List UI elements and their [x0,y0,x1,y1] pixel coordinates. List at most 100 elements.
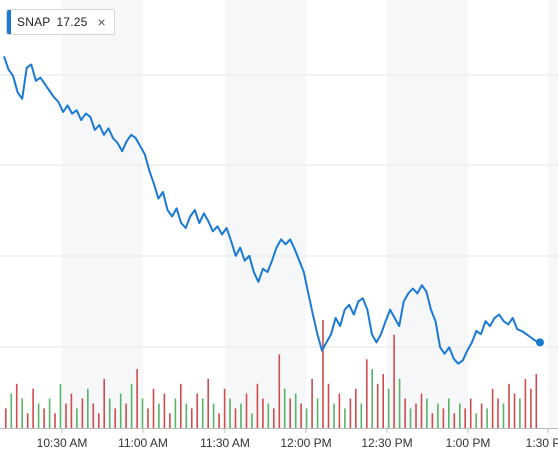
x-tick-label: 11:00 AM [118,436,168,450]
volume-bar [360,403,363,428]
legend-last-price: 17.25 [56,15,88,29]
volume-bar [464,408,466,428]
volume-bar [442,408,445,428]
last-price-dot [536,338,544,347]
volume-bar [459,403,461,428]
volume-bar [37,403,40,428]
volume-bar [398,378,401,428]
volume-bar [267,403,270,428]
time-bands [62,0,558,428]
price-line [3,55,541,365]
volume-bar [513,393,516,428]
time-band [62,0,143,428]
volume-bar [76,408,78,428]
volume-bar [311,378,313,428]
volume-bar [114,408,116,428]
volume-bar [519,398,521,428]
volume-bar [387,388,390,428]
time-band [225,0,306,428]
volume-bar [289,398,291,428]
x-tick-label: 10:30 AM [37,436,88,450]
volume-bar [371,369,373,428]
volume-bar [376,383,379,428]
volume-bar [415,403,417,428]
volume-bar [21,398,23,428]
price-line-layer [3,55,544,365]
volume-bar [502,403,505,428]
volume-bar [92,403,95,428]
volume-bar [453,413,456,428]
volume-bar [158,403,160,428]
volume-bar [59,383,62,428]
volume-bar [437,403,439,428]
volume-bar [283,388,286,428]
x-tick-label: 12:30 PM [361,436,412,450]
volume-bar [486,408,488,428]
x-tick-label: 11:30 AM [200,436,250,450]
volume-bar [201,398,204,428]
volume-bar [180,383,182,428]
x-tick-label: 1:30 PM [526,436,558,450]
volume-bar [152,388,155,428]
volume-bar [119,393,122,428]
time-band [548,0,558,428]
volume-bar [316,398,319,428]
volume-bar [108,398,111,428]
volume-bar [305,408,308,428]
x-tick-label: 12:00 PM [280,436,331,450]
volume-bar [349,398,352,428]
volume-bars [5,320,538,428]
volume-bar [141,398,144,428]
volume-bar [535,374,538,428]
gridlines [0,74,558,348]
volume-bar [344,408,346,428]
volume-bar [278,354,281,428]
close-icon[interactable]: × [97,14,106,30]
volume-bar [229,398,231,428]
volume-bar [147,408,149,428]
volume-bar [366,359,368,428]
volume-bar [420,393,423,428]
volume-bar [382,374,384,428]
volume-bar [530,388,532,428]
volume-bar [245,393,248,428]
volume-bar [163,393,166,428]
x-tick-label: 1:00 PM [446,436,491,450]
volume-bar [404,398,406,428]
volume-bar [130,383,133,428]
x-axis: 10:30 AM 11:00 AM 11:30 AM 12:00 PM 12:30 PM… [0,428,558,450]
volume-bar [125,403,127,428]
volume-bar [497,398,499,428]
volume-bar [136,369,138,428]
volume-bar [32,388,34,428]
symbol-legend-chip[interactable]: SNAP 17.25 × [6,9,115,35]
volume-bar [393,334,395,428]
volume-bar [174,398,177,428]
volume-bar [212,403,215,428]
volume-bar [185,403,188,428]
volume-bar [322,320,324,428]
volume-bar [469,398,472,428]
volume-bar [103,378,105,428]
volume-bar [491,388,494,428]
volume-bar [81,398,84,428]
time-band [387,0,468,428]
volume-bar [355,388,357,428]
volume-bar [431,413,434,428]
volume-bar [480,403,483,428]
volume-bar [508,383,510,428]
volume-bar [196,393,198,428]
volume-bar [234,408,237,428]
volume-bar [251,413,253,428]
volume-bar [524,378,527,428]
volume-bar [43,408,45,428]
volume-bar [48,398,51,428]
series-color-swatch [7,10,11,34]
volume-bar [426,398,428,428]
volume-bar [98,413,100,428]
volume-bar [300,403,302,428]
volume-bar [338,393,341,428]
volume-bar [240,403,242,428]
volume-bar [262,398,264,428]
